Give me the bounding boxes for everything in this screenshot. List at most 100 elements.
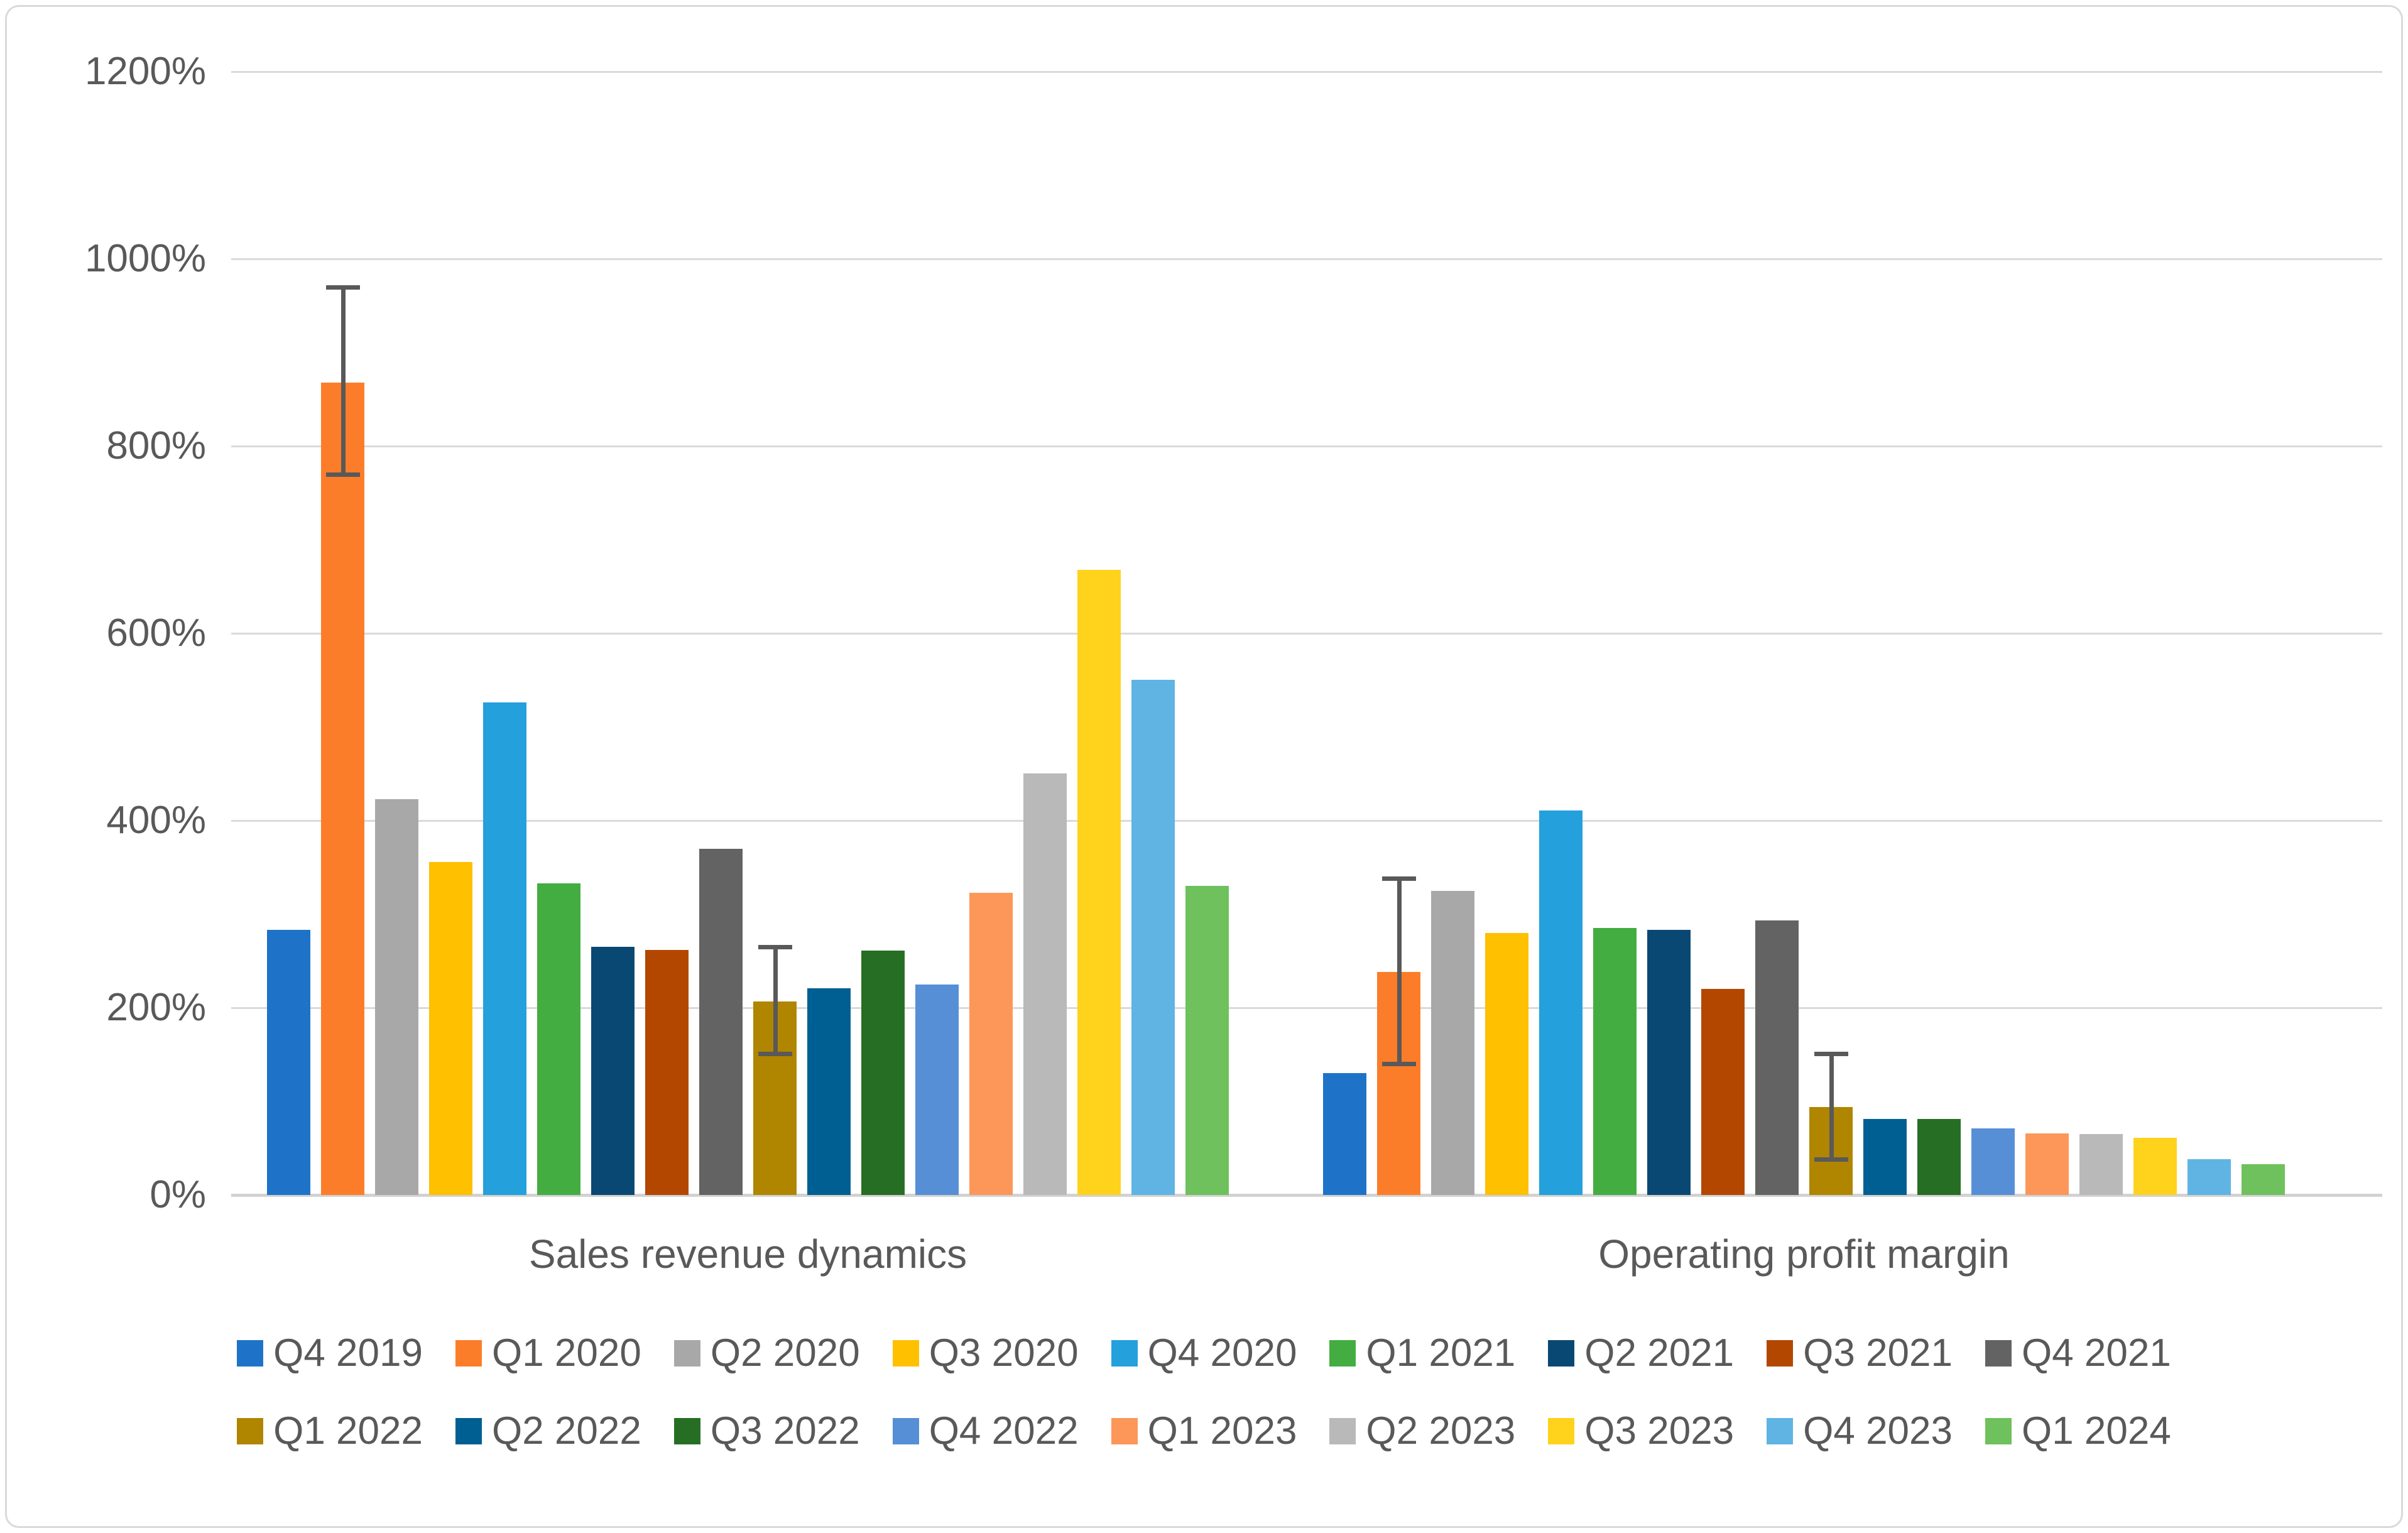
bar-q2-2020-group2 [1431, 891, 1474, 1195]
y-gridline [231, 71, 2382, 73]
legend-item-q1-2024: Q1 2024 [1985, 1409, 2171, 1454]
error-bar-q1-2020-group1-cap [325, 285, 360, 290]
error-bar-q1-2022-group2 [1829, 1054, 1834, 1159]
legend-item-q1-2023: Q1 2023 [1111, 1409, 1297, 1454]
bar-q1-2024-group2 [2242, 1164, 2285, 1195]
legend-item-q4-2019: Q4 2019 [237, 1331, 423, 1376]
y-tick-label: 600% [106, 611, 206, 655]
y-tick-label: 800% [106, 424, 206, 467]
legend-swatch-icon [1548, 1418, 1575, 1444]
legend-swatch-icon [673, 1418, 700, 1444]
legend-item-q3-2021: Q3 2021 [1767, 1331, 1953, 1376]
legend-label: Q1 2020 [491, 1331, 641, 1375]
legend-item-q3-2022: Q3 2022 [673, 1409, 860, 1454]
legend-label: Q4 2019 [273, 1331, 423, 1375]
legend-swatch-icon [1111, 1340, 1138, 1367]
legend-label: Q3 2020 [929, 1331, 1079, 1375]
legend-swatch-icon [1329, 1340, 1356, 1367]
legend-swatch-icon [892, 1418, 919, 1444]
y-gridline [231, 1007, 2382, 1009]
bar-q1-2021-group1 [537, 883, 580, 1195]
legend-swatch-icon [1767, 1418, 1794, 1444]
legend-item-q2-2023: Q2 2023 [1329, 1409, 1515, 1454]
legend-swatch-icon [1548, 1340, 1575, 1367]
legend-swatch-icon [237, 1418, 264, 1444]
legend-item-q4-2022: Q4 2022 [892, 1409, 1079, 1454]
legend-swatch-icon [1985, 1418, 2012, 1444]
legend-item-q2-2022: Q2 2022 [455, 1409, 641, 1454]
legend-row-2: Q1 2022 Q2 2022 Q3 2022 Q4 2022 Q1 2023 Q2 20… [237, 1409, 2171, 1454]
legend-item-q4-2020: Q4 2020 [1111, 1331, 1297, 1376]
legend-label: Q1 2021 [1366, 1331, 1516, 1375]
bar-q2-2022-group1 [807, 988, 851, 1195]
legend-label: Q4 2022 [929, 1409, 1079, 1453]
bar-q4-2022-group2 [1971, 1128, 2015, 1195]
error-bar-q1-2020-group2-cap [1381, 876, 1416, 881]
bar-q3-2020-group1 [429, 862, 472, 1195]
category-label-group2: Operating profit margin [1598, 1231, 2010, 1277]
bar-q1-2021-group2 [1593, 928, 1637, 1195]
legend-swatch-icon [1985, 1340, 2012, 1367]
legend-item-q1-2021: Q1 2021 [1329, 1331, 1515, 1376]
bar-q2-2022-group2 [1863, 1119, 1907, 1195]
legend-label: Q2 2020 [710, 1331, 860, 1375]
y-tick-label: 1200% [84, 50, 206, 93]
legend-item-q1-2020: Q1 2020 [455, 1331, 641, 1376]
legend-row-1: Q4 2019 Q1 2020 Q2 2020 Q3 2020 Q4 2020 Q1 20… [237, 1331, 2171, 1376]
y-tick-label: 1000% [84, 237, 206, 280]
legend-item-q4-2021: Q4 2021 [1985, 1331, 2171, 1376]
bar-q3-2022-group2 [1917, 1119, 1961, 1195]
legend-label: Q1 2023 [1147, 1409, 1297, 1453]
legend-label: Q3 2021 [1803, 1331, 1953, 1375]
bar-q4-2020-group2 [1539, 810, 1583, 1195]
legend-swatch-icon [673, 1340, 700, 1367]
error-bar-q1-2020-group2-cap [1381, 1062, 1416, 1066]
legend-item-q3-2023: Q3 2023 [1548, 1409, 1734, 1454]
y-tick-label: 400% [106, 799, 206, 842]
bar-q2-2020-group1 [375, 799, 418, 1195]
legend-label: Q2 2021 [1584, 1331, 1735, 1375]
legend-item-q2-2020: Q2 2020 [673, 1331, 860, 1376]
error-bar-q1-2022-group1-cap [758, 1052, 792, 1056]
bar-q3-2023-group2 [2133, 1138, 2177, 1195]
bar-q3-2020-group2 [1485, 933, 1528, 1195]
legend-swatch-icon [237, 1340, 264, 1367]
legend-label: Q3 2023 [1584, 1409, 1735, 1453]
legend-swatch-icon [455, 1340, 482, 1367]
chart-border [5, 5, 2403, 1528]
bar-q4-2019-group1 [267, 930, 310, 1195]
y-gridline [231, 445, 2382, 447]
error-bar-q1-2022-group1 [773, 947, 778, 1054]
bar-q3-2023-group1 [1077, 570, 1121, 1195]
y-gridline [231, 258, 2382, 260]
y-tick-label: 0% [150, 1173, 206, 1216]
error-bar-q1-2022-group2-cap [1814, 1052, 1848, 1056]
y-gridline [231, 633, 2382, 635]
bar-q1-2020-group1 [321, 383, 364, 1195]
error-bar-q1-2020-group2 [1397, 878, 1402, 1064]
bar-q4-2021-group1 [699, 849, 743, 1195]
error-bar-q1-2022-group2-cap [1814, 1157, 1848, 1162]
bar-q4-2019-group2 [1323, 1073, 1366, 1195]
legend-swatch-icon [1767, 1340, 1794, 1367]
legend-label: Q4 2021 [2022, 1331, 2171, 1375]
legend-label: Q4 2023 [1803, 1409, 1953, 1453]
legend-swatch-icon [892, 1340, 919, 1367]
bar-q4-2023-group2 [2187, 1159, 2231, 1195]
error-bar-q1-2020-group1-cap [325, 472, 360, 477]
bar-q1-2023-group1 [969, 893, 1013, 1195]
legend-item-q2-2021: Q2 2021 [1548, 1331, 1734, 1376]
legend-item-q1-2022: Q1 2022 [237, 1409, 423, 1454]
legend: Q4 2019 Q1 2020 Q2 2020 Q3 2020 Q4 2020 Q1 20… [0, 1331, 2408, 1454]
bar-q4-2021-group2 [1755, 920, 1799, 1195]
error-bar-q1-2022-group1-cap [758, 945, 792, 949]
legend-label: Q4 2020 [1147, 1331, 1297, 1375]
bar-q3-2022-group1 [861, 951, 905, 1195]
bar-q3-2021-group2 [1701, 989, 1745, 1195]
legend-swatch-icon [1329, 1418, 1356, 1444]
bar-q1-2023-group2 [2025, 1133, 2069, 1195]
bar-q4-2020-group1 [483, 702, 526, 1195]
legend-label: Q2 2023 [1366, 1409, 1516, 1453]
legend-item-q3-2020: Q3 2020 [892, 1331, 1079, 1376]
